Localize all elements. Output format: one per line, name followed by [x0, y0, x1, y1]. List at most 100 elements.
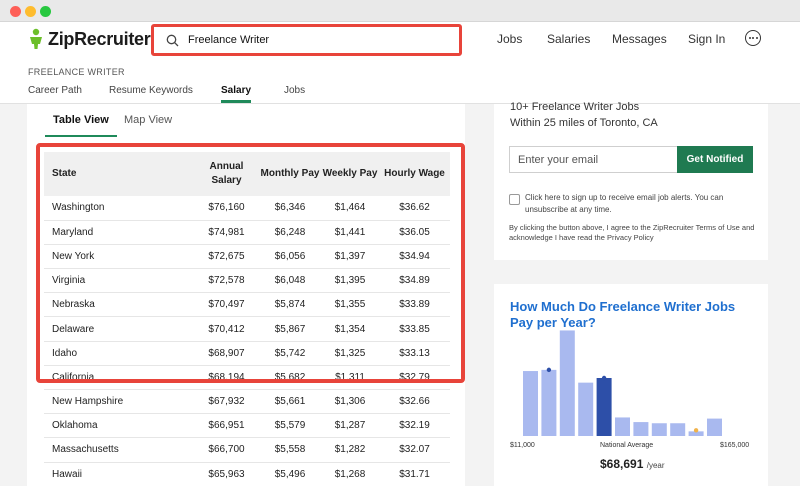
nav-jobs[interactable]: Jobs	[497, 32, 523, 46]
histogram-bar	[633, 422, 649, 436]
histogram-marker	[546, 367, 552, 373]
minimize-window-button[interactable]	[25, 6, 36, 17]
cell-annual-salary: $72,675	[194, 244, 259, 270]
search-bar[interactable]	[151, 24, 462, 56]
table-header-row: State Annual Salary Monthly Pay Weekly P…	[44, 152, 450, 196]
cell-hourly-wage: $31.71	[379, 462, 450, 486]
column-header-hourly-wage: Hourly Wage	[379, 152, 450, 196]
cell-weekly-pay: $1,287	[321, 413, 379, 439]
table-row: New Hampshire $67,932 $5,661 $1,306 $32.66	[44, 389, 450, 415]
cell-state: New Hampshire	[44, 389, 194, 415]
histogram-bar	[523, 371, 538, 436]
cell-annual-salary: $67,932	[194, 389, 259, 415]
cell-monthly-pay: $5,579	[259, 413, 321, 439]
cell-weekly-pay: $1,354	[321, 316, 379, 342]
table-row: Massachusetts $66,700 $5,558 $1,282 $32.07	[44, 437, 450, 463]
cell-hourly-wage: $32.66	[379, 389, 450, 415]
nav-sign-in[interactable]: Sign In	[688, 32, 726, 46]
table-row: Idaho $68,907 $5,742 $1,325 $33.13	[44, 341, 450, 366]
tab-jobs[interactable]: Jobs	[284, 85, 306, 96]
brand-name: ZipRecruiter	[48, 28, 151, 49]
table-row: Nebraska $70,497 $5,874 $1,355 $33.89	[44, 292, 450, 318]
average-salary-unit: /year	[646, 461, 665, 470]
table-row: Virginia $72,578 $6,048 $1,395 $34.89	[44, 268, 450, 294]
cell-hourly-wage: $36.62	[379, 196, 450, 221]
histogram-marker	[693, 428, 699, 433]
tab-table-view[interactable]: Table View	[45, 114, 117, 137]
salary-table-wrapper: State Annual Salary Monthly Pay Weekly P…	[44, 152, 450, 486]
histogram-bar	[541, 369, 557, 436]
cell-state: Nebraska	[44, 292, 194, 318]
chart-max-label: $165,000	[720, 442, 750, 449]
sub-header: FREELANCE WRITER Career Path Resume Keyw…	[0, 58, 800, 104]
histogram-bar	[651, 423, 667, 436]
site-header: ZipRecruiter Jobs Salaries Messages Sign…	[0, 22, 800, 58]
search-input[interactable]	[188, 34, 428, 46]
cell-monthly-pay: $6,056	[259, 244, 321, 270]
cell-monthly-pay: $6,346	[259, 196, 321, 221]
tab-resume-keywords[interactable]: Resume Keywords	[109, 85, 193, 96]
table-row: Delaware $70,412 $5,867 $1,354 $33.85	[44, 316, 450, 342]
table-row: New York $72,675 $6,056 $1,397 $34.94	[44, 244, 450, 270]
table-body: Washington $76,160 $6,346 $1,464 $36.62 Maryl…	[44, 196, 450, 486]
cell-hourly-wage: $33.89	[379, 292, 450, 318]
cell-monthly-pay: $5,742	[259, 341, 321, 366]
table-row: Washington $76,160 $6,346 $1,464 $36.62	[44, 196, 450, 221]
cell-annual-salary: $70,412	[194, 316, 259, 342]
cell-weekly-pay: $1,464	[321, 196, 379, 221]
cell-weekly-pay: $1,395	[321, 268, 379, 294]
nav-salaries[interactable]: Salaries	[547, 32, 591, 46]
cell-weekly-pay: $1,325	[321, 341, 379, 366]
histogram-marker	[601, 375, 607, 381]
get-notified-button[interactable]: Get Notified	[677, 146, 753, 173]
cell-state: Delaware	[44, 316, 194, 342]
cell-monthly-pay: $6,248	[259, 220, 321, 245]
table-row: Hawaii $65,963 $5,496 $1,268 $31.71	[44, 462, 450, 486]
cell-monthly-pay: $5,661	[259, 389, 321, 415]
cell-state: California	[44, 365, 194, 391]
cell-monthly-pay: $6,048	[259, 268, 321, 294]
maximize-window-button[interactable]	[40, 6, 51, 17]
chart-title: How Much Do Freelance Writer Jobs Pay pe…	[510, 299, 736, 330]
cell-monthly-pay: $5,867	[259, 316, 321, 342]
salary-table-card: Table View Map View State Annual Salary …	[27, 104, 465, 486]
histogram-bar	[596, 378, 612, 436]
logo-icon	[30, 28, 42, 49]
histogram-svg	[523, 330, 722, 436]
column-header-annual-salary: Annual Salary	[194, 152, 259, 196]
cell-monthly-pay: $5,496	[259, 462, 321, 486]
tab-career-path[interactable]: Career Path	[28, 85, 82, 96]
cell-annual-salary: $68,194	[194, 365, 259, 391]
column-header-weekly-pay: Weekly Pay	[321, 152, 379, 196]
cell-hourly-wage: $32.79	[379, 365, 450, 391]
cell-weekly-pay: $1,282	[321, 437, 379, 463]
tab-map-view[interactable]: Map View	[124, 114, 173, 126]
chart-min-label: $11,000	[510, 442, 535, 449]
histogram-bar	[559, 330, 575, 436]
cell-annual-salary: $66,951	[194, 413, 259, 439]
email-alert-checkbox[interactable]	[509, 194, 520, 205]
cell-state: Oklahoma	[44, 413, 194, 439]
salary-chart-card: How Much Do Freelance Writer Jobs Pay pe…	[494, 284, 768, 486]
histogram-bar	[670, 423, 686, 436]
alert-title: 10+ Freelance Writer Jobs	[510, 101, 640, 113]
cell-state: Maryland	[44, 220, 194, 245]
email-field[interactable]	[509, 146, 677, 173]
nav-messages[interactable]: Messages	[612, 32, 667, 46]
cell-hourly-wage: $32.07	[379, 437, 450, 463]
cell-hourly-wage: $34.89	[379, 268, 450, 294]
ziprecruiter-logo[interactable]: ZipRecruiter	[28, 28, 151, 50]
tab-salary[interactable]: Salary	[221, 85, 252, 103]
more-options-icon[interactable]	[745, 30, 761, 46]
cell-annual-salary: $70,497	[194, 292, 259, 318]
cell-state: New York	[44, 244, 194, 270]
average-salary-value: $68,691	[600, 457, 644, 471]
close-window-button[interactable]	[10, 6, 21, 17]
cell-hourly-wage: $34.94	[379, 244, 450, 270]
checkbox-label: Click here to sign up to receive email j…	[525, 193, 724, 214]
cell-annual-salary: $72,578	[194, 268, 259, 294]
cell-weekly-pay: $1,268	[321, 462, 379, 486]
cell-state: Massachusetts	[44, 437, 194, 463]
window-titlebar	[0, 0, 800, 22]
cell-state: Washington	[44, 196, 194, 221]
